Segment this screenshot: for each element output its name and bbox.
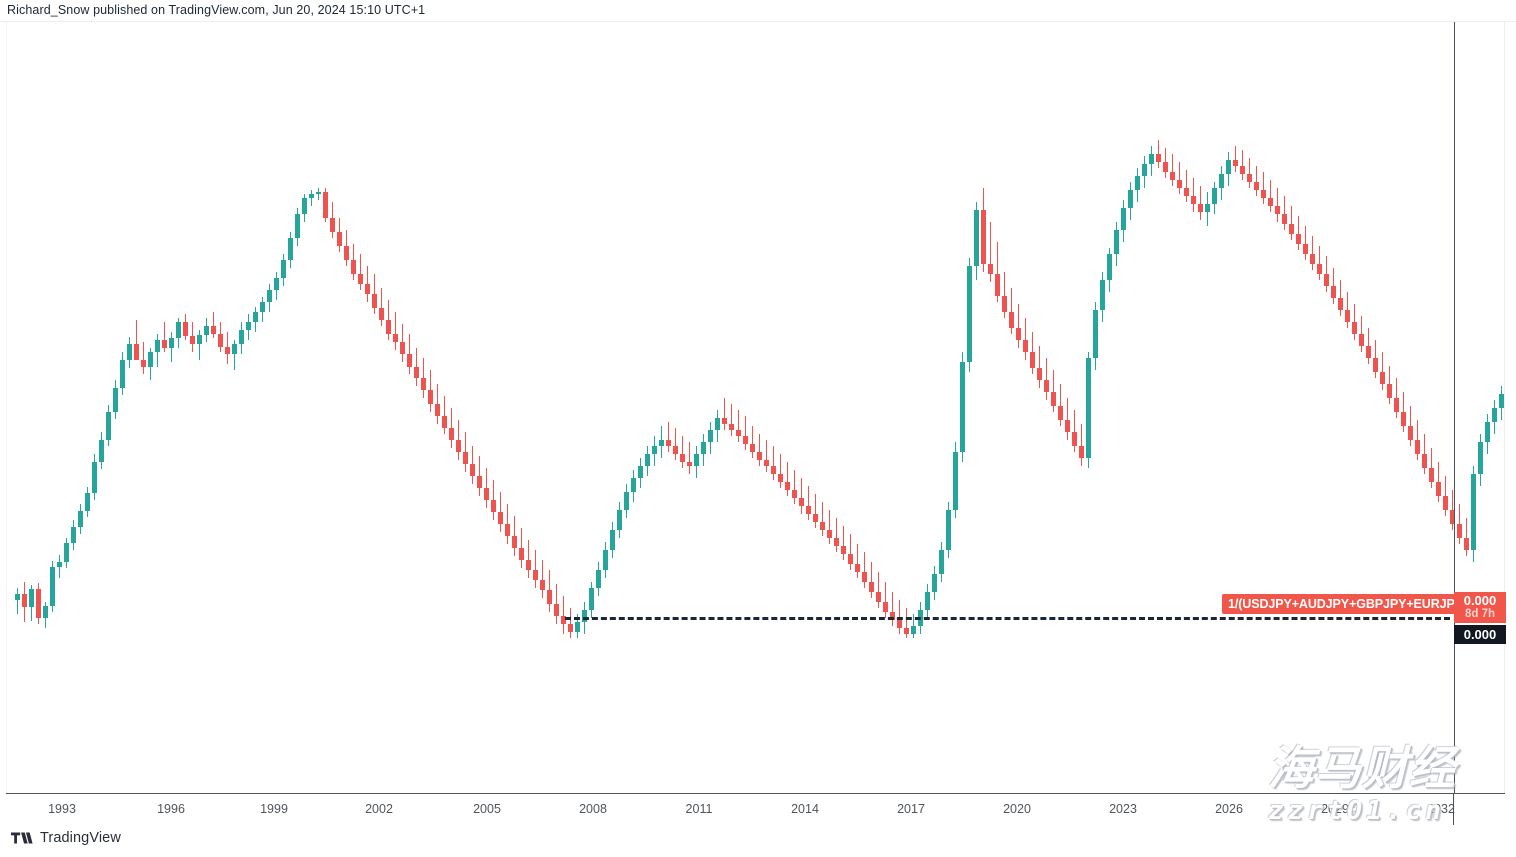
time-axis-cursor-line <box>1453 794 1454 826</box>
symbol-flag-label: 1/(USDJPY+AUDJPY+GBPJPY+EURJPY)/4 <box>1228 597 1478 611</box>
chart-header-bar: Richard_Snow published on TradingView.co… <box>0 0 1516 22</box>
last-price-level-line <box>565 617 1450 620</box>
bar-close-countdown: 8d 7h <box>1464 608 1496 620</box>
time-axis-tick-label: 2011 <box>685 802 713 816</box>
time-axis-tick-label: 2008 <box>579 802 607 816</box>
last-price-value: 0.000 <box>1463 626 1497 642</box>
chart-plot-area[interactable] <box>6 22 1505 793</box>
symbol-price-flag[interactable]: 1/(USDJPY+AUDJPY+GBPJPY+EURJPY)/4 <box>1222 594 1484 614</box>
tradingview-logo-text: TradingView <box>40 830 121 846</box>
price-axis-live-badge[interactable]: 0.000 8d 7h <box>1454 592 1506 623</box>
publisher-attribution: Richard_Snow published on TradingView.co… <box>7 3 426 17</box>
time-axis-tick-label: 2029 <box>1321 802 1349 816</box>
time-axis-tick-label: 2023 <box>1109 802 1137 816</box>
time-axis[interactable]: 1993 1996 1999 2002 2005 2008 2011 2014 2017 2020… <box>6 793 1505 826</box>
time-axis-tick-label: 1999 <box>260 802 288 816</box>
time-axis-tick-label: 2002 <box>365 802 393 816</box>
time-axis-tick-label: 2005 <box>473 802 501 816</box>
time-axis-tick-label: 2032 <box>1427 802 1455 816</box>
tradingview-logo-icon <box>11 832 33 844</box>
time-axis-tick-label: 2014 <box>791 802 819 816</box>
price-axis-last-badge[interactable]: 0.000 <box>1454 625 1506 644</box>
time-axis-tick-label: 1996 <box>157 802 185 816</box>
current-bar-separator-line <box>1454 22 1455 793</box>
chart-footer-bar: TradingView <box>0 825 1516 857</box>
tradingview-logo[interactable]: TradingView <box>11 830 121 846</box>
time-axis-tick-label: 2020 <box>1003 802 1031 816</box>
time-axis-tick-label: 2017 <box>897 802 925 816</box>
time-axis-tick-label: 1993 <box>48 802 76 816</box>
time-axis-tick-label: 2026 <box>1215 802 1243 816</box>
candlestick-series <box>15 140 1504 638</box>
live-price-value: 0.000 <box>1463 593 1497 608</box>
